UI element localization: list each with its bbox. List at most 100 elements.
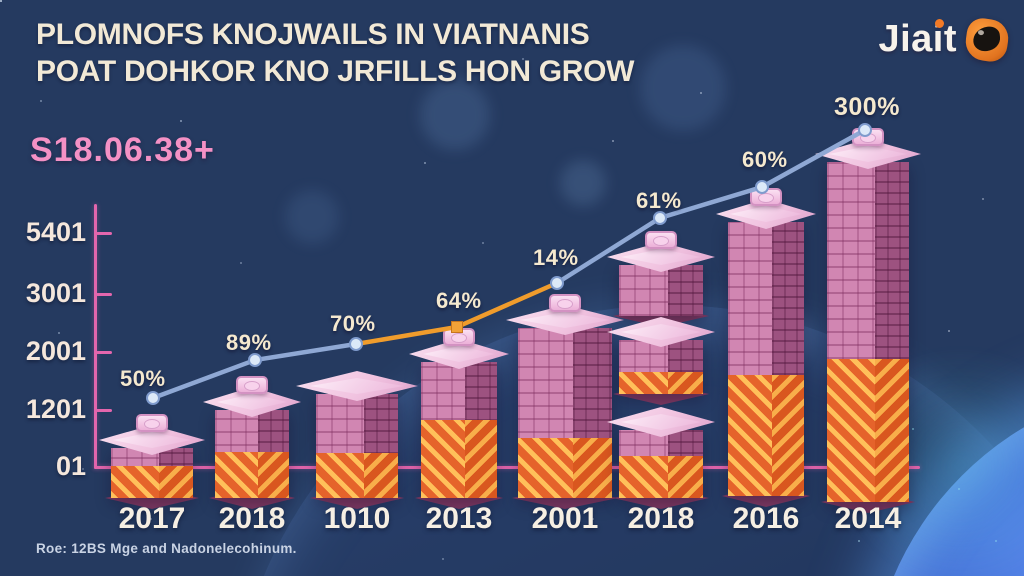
bar-knob bbox=[136, 414, 168, 432]
bar-body bbox=[619, 265, 703, 316]
orange-stripes-left bbox=[619, 456, 668, 498]
orange-stripes-left bbox=[619, 372, 668, 394]
orange-stripes-left bbox=[421, 420, 466, 498]
bar-orange-band bbox=[111, 466, 193, 498]
bar-body bbox=[518, 328, 612, 498]
x-axis-label-6: 2016 bbox=[732, 502, 800, 535]
headline-stat: S18.06.38+ bbox=[30, 131, 215, 169]
y-axis-label: 1201 bbox=[25, 394, 86, 424]
bar-knob bbox=[549, 294, 581, 312]
orange-stripes-left bbox=[518, 438, 573, 498]
bar-4-2001 bbox=[498, 286, 632, 512]
bar-top-face-inner bbox=[621, 324, 701, 340]
bar-3-2013 bbox=[401, 320, 517, 512]
bar-5-2018 bbox=[599, 223, 723, 512]
bar-right-face bbox=[667, 265, 703, 316]
y-axis-tick bbox=[96, 293, 112, 296]
bar-body bbox=[728, 222, 804, 496]
percent-label-0: 50% bbox=[120, 366, 166, 391]
orange-stripes-right bbox=[158, 466, 193, 498]
bar-1-2018 bbox=[195, 368, 309, 512]
title-line-1: PLOMNOFS KNOJWAILS IN VIATNANIS bbox=[36, 18, 590, 51]
percent-label-6: 60% bbox=[742, 147, 788, 172]
page-title: PLOMNOFS KNOJWAILS IN VIATNANIS POAT DOH… bbox=[36, 16, 634, 90]
y-axis-tick bbox=[96, 409, 112, 412]
line-marker-dot bbox=[146, 391, 160, 405]
bar-body bbox=[619, 340, 703, 394]
bar-orange-band bbox=[518, 438, 612, 498]
y-axis-line bbox=[94, 204, 97, 469]
x-axis-label-1: 2018 bbox=[218, 502, 286, 535]
percent-label-3: 64% bbox=[436, 288, 482, 313]
y-axis-label: 3001 bbox=[25, 278, 86, 308]
percent-label-5: 61% bbox=[636, 188, 682, 213]
orange-stripes-right bbox=[363, 453, 398, 498]
bar-knob bbox=[852, 128, 884, 146]
orange-stripes-right bbox=[572, 438, 612, 498]
bar-0-2017 bbox=[91, 406, 213, 512]
bar-top-face-inner bbox=[113, 432, 191, 448]
percent-label-7: 300% bbox=[834, 93, 900, 121]
title-line-2: POAT DOHKOR KNO JRFILLS HON GROW bbox=[36, 55, 635, 88]
percent-label-1: 89% bbox=[226, 330, 272, 355]
source-footnote: Roe: 12BS Mge and Nadonelecohinum. bbox=[36, 541, 297, 556]
x-axis-label-5: 2018 bbox=[627, 502, 695, 535]
line-marker-dot bbox=[349, 337, 363, 351]
bar-orange-band bbox=[619, 372, 703, 394]
bar-7-2014 bbox=[807, 120, 929, 516]
orange-stripes-right bbox=[257, 452, 289, 498]
logo-orange-dot bbox=[935, 19, 945, 28]
bar-orange-band bbox=[421, 420, 497, 498]
x-axis-label-2: 1010 bbox=[323, 502, 391, 535]
logo-wordmark: Jiait bbox=[878, 18, 957, 61]
bar-knob bbox=[443, 328, 475, 346]
orange-stripes-left bbox=[728, 375, 773, 496]
orange-stripes-left bbox=[111, 466, 159, 498]
bar-body bbox=[316, 394, 398, 498]
orange-stripes-left bbox=[215, 452, 258, 498]
x-axis-label-7: 2014 bbox=[834, 502, 902, 535]
bokeh-light bbox=[285, 190, 339, 244]
bar-body bbox=[215, 410, 289, 498]
bar-body bbox=[827, 162, 909, 502]
percent-label-4: 14% bbox=[533, 245, 579, 270]
y-axis-label: 01 bbox=[55, 451, 86, 481]
bar-orange-band bbox=[728, 375, 804, 496]
x-axis-label-0: 2017 bbox=[118, 502, 186, 535]
logo-globe-icon bbox=[963, 15, 1011, 64]
bar-orange-band bbox=[316, 453, 398, 498]
orange-stripes-right bbox=[667, 456, 703, 498]
brand-logo: Jiait bbox=[878, 15, 1011, 64]
y-axis-label: 5401 bbox=[25, 217, 86, 247]
bokeh-light bbox=[640, 45, 726, 131]
bar-top-face-inner bbox=[423, 346, 495, 362]
orange-stripes-right bbox=[465, 420, 497, 498]
y-axis-tick bbox=[96, 351, 112, 354]
bar-body bbox=[111, 448, 193, 498]
y-axis-label: 2001 bbox=[25, 336, 86, 366]
bar-orange-band bbox=[215, 452, 289, 498]
orange-stripes-right bbox=[874, 359, 909, 502]
x-axis-baseline bbox=[94, 466, 920, 469]
bar-body bbox=[421, 362, 497, 498]
orange-stripes-right bbox=[667, 372, 703, 394]
bokeh-light bbox=[420, 80, 490, 150]
bar-2-1010 bbox=[296, 366, 418, 512]
y-axis-tick bbox=[96, 232, 112, 235]
bar-knob bbox=[236, 376, 268, 394]
bar-orange-band bbox=[827, 359, 909, 502]
percent-label-2: 70% bbox=[330, 311, 376, 336]
orange-stripes-right bbox=[772, 375, 804, 496]
y-axis-tick bbox=[96, 466, 112, 469]
bar-body bbox=[619, 430, 703, 498]
bar-knob bbox=[750, 188, 782, 206]
logo-text-label: Jiait bbox=[878, 18, 957, 60]
orange-stripes-left bbox=[316, 453, 364, 498]
bar-top-face-inner bbox=[621, 414, 701, 430]
orange-stripes-left bbox=[827, 359, 875, 502]
bar-orange-band bbox=[619, 456, 703, 498]
x-axis-label-4: 2001 bbox=[531, 502, 599, 535]
